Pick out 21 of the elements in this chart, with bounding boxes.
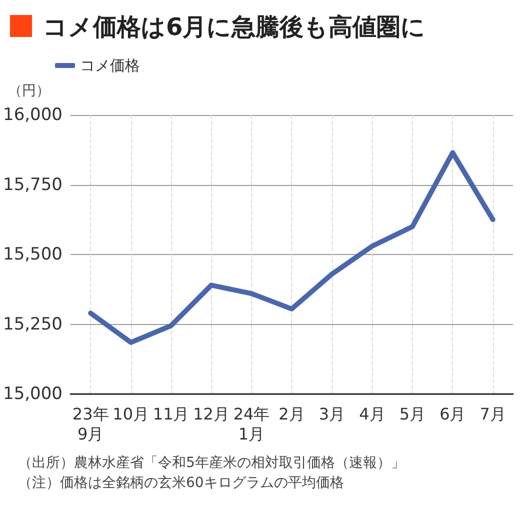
x-tick-label: 12月 [193,404,230,424]
legend-label: コメ価格 [80,56,140,74]
y-tick-label: 15,750 [3,174,62,195]
chart-title: コメ価格は6月に急騰後も高値圏に [43,13,426,41]
x-tick-label: 4月 [359,404,386,424]
y-tick-label: 16,000 [3,105,62,125]
y-axis-title: （円） [8,83,50,99]
x-tick-label: 5月 [399,404,426,424]
x-tick-label: 3月 [318,404,346,424]
x-tick-label: 24年 1月 [233,404,270,444]
x-tick-label: 6月 [440,404,466,424]
y-tick-label: 15,000 [3,384,62,404]
x-tick-label: 10月 [112,404,150,424]
x-tick-label: 7月 [480,404,506,424]
y-tick-label: 15,250 [3,314,62,334]
x-tick-label: 2月 [278,404,305,424]
x-tick-label: 11月 [152,404,190,424]
y-tick-label: 15,500 [3,244,62,264]
text: （出所）農林水産省「令和5年産米の相対取引価格（速報）」 [18,455,405,471]
x-tick-label: 23年 9月 [72,404,109,444]
text: （注）価格は全銘柄の玄米60キログラムの平均価格 [18,475,344,491]
